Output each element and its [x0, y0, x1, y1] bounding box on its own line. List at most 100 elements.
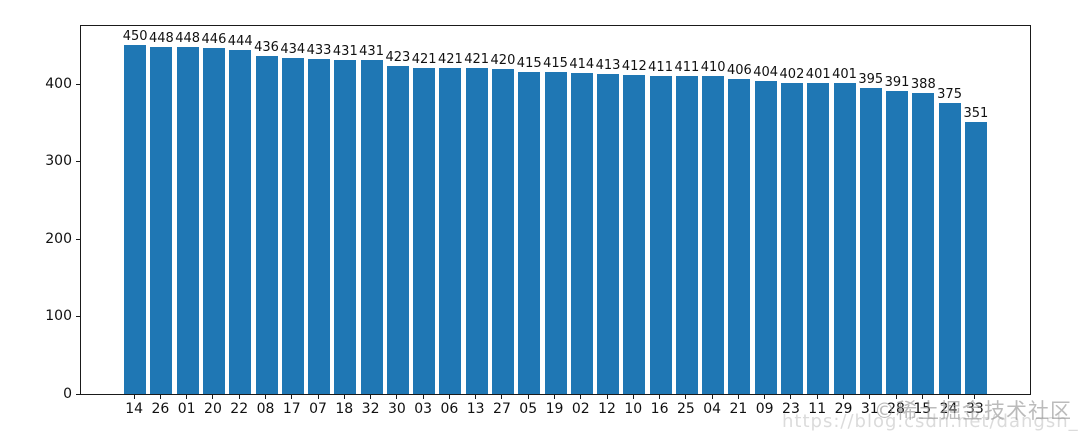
- x-tick-label: 13: [466, 401, 485, 417]
- bar-value-label: 375: [937, 87, 962, 103]
- x-tick-mark: [843, 395, 844, 399]
- x-tick-mark: [159, 395, 161, 399]
- x-tick-mark: [737, 395, 739, 399]
- x-tick-label: 02: [571, 401, 590, 417]
- x-tick-mark: [895, 395, 897, 399]
- y-tick-mark: [76, 238, 80, 240]
- x-tick-label: 16: [650, 401, 669, 417]
- y-tick-mark: [76, 393, 80, 395]
- y-tick-label: 100: [45, 308, 72, 325]
- x-tick-mark: [606, 395, 608, 399]
- bar: [702, 76, 725, 394]
- x-tick-label: 15: [913, 401, 932, 417]
- x-tick-label: 20: [204, 401, 222, 417]
- y-tick-label: 300: [45, 153, 72, 170]
- x-tick-mark: [370, 395, 372, 399]
- y-tick-mark: [76, 316, 80, 318]
- x-tick-label: 01: [177, 401, 196, 417]
- x-tick-label: 25: [676, 401, 695, 417]
- x-tick-label: 10: [624, 401, 643, 417]
- bar-value-label: 404: [753, 65, 779, 81]
- bar: [807, 83, 830, 394]
- bar-value-label: 423: [385, 50, 411, 66]
- x-tick-mark: [790, 395, 792, 399]
- x-tick-label: 19: [545, 401, 564, 417]
- x-tick-label: 28: [887, 401, 905, 417]
- bar: [544, 72, 567, 394]
- bar-value-label: 421: [411, 51, 437, 67]
- x-tick-mark: [659, 395, 661, 399]
- x-tick-mark: [422, 395, 424, 399]
- x-tick-label: 29: [834, 401, 853, 417]
- x-tick-label: 05: [519, 401, 538, 417]
- x-tick-label: 23: [782, 401, 800, 417]
- x-tick-label: 11: [808, 401, 827, 417]
- x-tick-mark: [974, 395, 976, 399]
- bar: [518, 72, 541, 394]
- bar-value-label: 420: [490, 52, 516, 68]
- y-tick-label: 200: [45, 230, 72, 247]
- bar-value-label: 410: [700, 60, 726, 76]
- bar: [491, 68, 514, 394]
- bar: [465, 67, 488, 394]
- x-tick-label: 04: [703, 401, 722, 417]
- x-tick-mark: [685, 395, 687, 399]
- bar-value-label: 413: [595, 58, 621, 74]
- x-tick-mark: [921, 395, 923, 399]
- x-tick-mark: [711, 395, 713, 399]
- x-tick-mark: [212, 395, 214, 399]
- bar-value-label: 391: [884, 75, 910, 91]
- bar: [176, 46, 199, 394]
- bar: [780, 82, 803, 394]
- bar: [754, 81, 777, 394]
- x-tick-label: 27: [493, 401, 511, 417]
- x-tick-mark: [133, 395, 135, 399]
- bar: [334, 60, 357, 394]
- x-tick-label: 33: [965, 401, 984, 417]
- bar: [623, 74, 646, 394]
- bar: [570, 73, 593, 394]
- x-tick-mark: [186, 395, 188, 399]
- bar-value-label: 406: [726, 63, 752, 79]
- bar-value-label: 411: [648, 59, 673, 75]
- x-tick-label: 07: [309, 401, 327, 417]
- y-tick-label: 400: [45, 75, 72, 92]
- bar-value-label: 411: [674, 59, 700, 75]
- y-tick-label: 0: [63, 385, 72, 402]
- bar-value-label: 434: [280, 41, 306, 57]
- bar-value-label: 436: [254, 40, 279, 56]
- x-tick-mark: [317, 395, 319, 399]
- x-tick-label: 17: [282, 401, 301, 417]
- x-tick-mark: [238, 395, 240, 399]
- bar-value-label: 388: [910, 77, 936, 93]
- bar: [202, 48, 225, 394]
- bar-value-label: 415: [543, 56, 568, 72]
- bar-value-label: 433: [306, 42, 332, 58]
- bar: [124, 45, 147, 394]
- chart-axes: 450 448 448 446 444 436 434 433 431 431 423 421 421 4…: [80, 25, 1031, 395]
- x-tick-label: 03: [414, 401, 433, 417]
- bar: [597, 74, 620, 394]
- x-tick-label: 24: [939, 401, 958, 417]
- bar: [675, 75, 698, 394]
- bar: [413, 67, 436, 394]
- bar: [964, 122, 987, 394]
- x-tick-mark: [632, 395, 634, 399]
- bar-value-label: 446: [201, 32, 227, 48]
- bar-value-label: 395: [858, 71, 884, 87]
- bar-value-label: 401: [805, 67, 831, 83]
- x-tick-mark: [396, 395, 398, 399]
- x-tick-label: 09: [755, 401, 774, 417]
- x-tick-mark: [527, 395, 529, 399]
- bar: [255, 56, 278, 394]
- bar: [281, 57, 304, 394]
- bar: [439, 67, 462, 394]
- y-tick-mark: [76, 161, 80, 163]
- x-tick-label: 14: [125, 401, 144, 417]
- x-tick-mark: [554, 395, 555, 399]
- x-tick-label: 21: [729, 401, 748, 417]
- bar: [386, 66, 409, 394]
- x-tick-label: 12: [598, 401, 616, 417]
- x-tick-label: 08: [256, 401, 275, 417]
- bar: [886, 91, 909, 394]
